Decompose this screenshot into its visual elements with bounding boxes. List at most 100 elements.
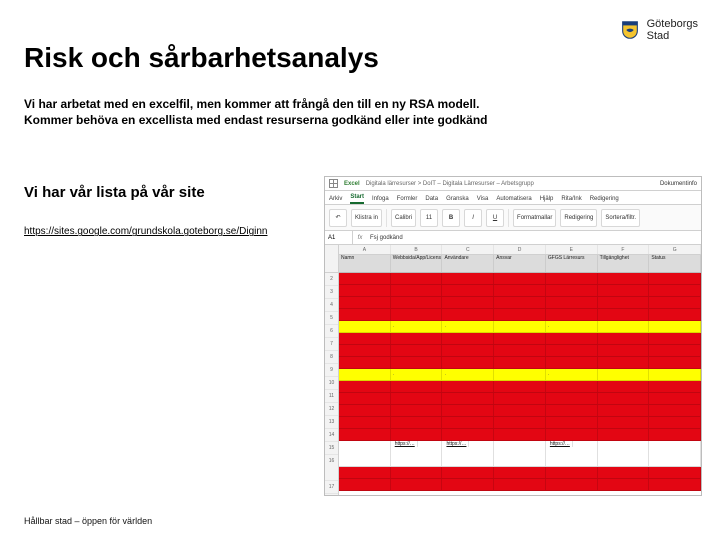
- ribbon-tab[interactable]: Redigering: [590, 196, 619, 204]
- cell[interactable]: [442, 479, 494, 490]
- cell[interactable]: [649, 417, 701, 428]
- cell[interactable]: [391, 345, 443, 356]
- cell[interactable]: [494, 405, 546, 416]
- col-letter[interactable]: C: [442, 245, 494, 254]
- cell[interactable]: [339, 381, 391, 392]
- row-number[interactable]: 16: [325, 455, 338, 481]
- cell[interactable]: [494, 417, 546, 428]
- cell[interactable]: [494, 297, 546, 308]
- cell[interactable]: [546, 297, 598, 308]
- cell[interactable]: [598, 429, 650, 440]
- cell[interactable]: [339, 441, 391, 466]
- cell[interactable]: [442, 297, 494, 308]
- cell[interactable]: [494, 273, 546, 284]
- cell[interactable]: [339, 285, 391, 296]
- cell[interactable]: [598, 333, 650, 344]
- cell[interactable]: [598, 285, 650, 296]
- cell[interactable]: [598, 393, 650, 404]
- cell[interactable]: [598, 309, 650, 320]
- cell[interactable]: [494, 381, 546, 392]
- cell[interactable]: [649, 393, 701, 404]
- sort-button[interactable]: Sortera/filtr.: [601, 209, 640, 227]
- cell[interactable]: [649, 441, 701, 466]
- cell[interactable]: [494, 357, 546, 368]
- cell[interactable]: [339, 333, 391, 344]
- cell[interactable]: [494, 285, 546, 296]
- cell[interactable]: [391, 405, 443, 416]
- cell[interactable]: [546, 273, 598, 284]
- ribbon-tab[interactable]: Data: [425, 196, 438, 204]
- cell[interactable]: ·: [442, 369, 494, 380]
- cell[interactable]: [391, 333, 443, 344]
- col-letter[interactable]: D: [494, 245, 546, 254]
- cell[interactable]: [442, 381, 494, 392]
- cell[interactable]: [442, 273, 494, 284]
- cell[interactable]: [391, 357, 443, 368]
- ribbon-tab[interactable]: Infoga: [372, 196, 389, 204]
- ribbon-tab[interactable]: Hjälp: [540, 196, 554, 204]
- cell[interactable]: [339, 297, 391, 308]
- ribbon-tab[interactable]: Start: [350, 194, 364, 204]
- cell[interactable]: [649, 479, 701, 490]
- cell[interactable]: [339, 309, 391, 320]
- cell[interactable]: [598, 467, 650, 478]
- cell[interactable]: ·: [391, 369, 443, 380]
- cell[interactable]: [546, 345, 598, 356]
- cell[interactable]: [598, 369, 650, 380]
- cell[interactable]: [391, 479, 443, 490]
- cell[interactable]: [649, 405, 701, 416]
- row-number[interactable]: 3: [325, 286, 338, 299]
- cell[interactable]: [442, 393, 494, 404]
- cell[interactable]: [391, 393, 443, 404]
- cell[interactable]: [546, 479, 598, 490]
- cell[interactable]: [598, 381, 650, 392]
- ribbon-tab[interactable]: Formler: [397, 196, 418, 204]
- cell[interactable]: [598, 479, 650, 490]
- row-number[interactable]: 10: [325, 377, 338, 390]
- cell[interactable]: https://…: [546, 441, 598, 466]
- font-select[interactable]: Calibri: [391, 209, 416, 227]
- cell[interactable]: [339, 393, 391, 404]
- underline-button[interactable]: U: [486, 209, 504, 227]
- row-number[interactable]: 4: [325, 299, 338, 312]
- undo-button[interactable]: ↶: [329, 209, 347, 227]
- cell[interactable]: [546, 405, 598, 416]
- cell[interactable]: [649, 467, 701, 478]
- cell[interactable]: https://…: [391, 441, 443, 466]
- cell[interactable]: [391, 309, 443, 320]
- cell[interactable]: [442, 467, 494, 478]
- cell[interactable]: [442, 357, 494, 368]
- cell[interactable]: [598, 297, 650, 308]
- cell[interactable]: [339, 405, 391, 416]
- row-number[interactable]: 7: [325, 338, 338, 351]
- cell[interactable]: [442, 333, 494, 344]
- ribbon-tab[interactable]: Automatisera: [496, 196, 531, 204]
- styles-button[interactable]: Formatmallar: [513, 209, 556, 227]
- cell[interactable]: [494, 441, 546, 466]
- cell[interactable]: [598, 357, 650, 368]
- cell[interactable]: [598, 441, 650, 466]
- cell[interactable]: [391, 429, 443, 440]
- col-letter[interactable]: E: [546, 245, 598, 254]
- col-letter[interactable]: G: [649, 245, 701, 254]
- cell[interactable]: [339, 345, 391, 356]
- cell[interactable]: [391, 285, 443, 296]
- cell[interactable]: ·: [391, 321, 443, 332]
- ribbon-tab[interactable]: Visa: [477, 196, 489, 204]
- cell[interactable]: [649, 429, 701, 440]
- name-box[interactable]: A1: [325, 231, 353, 244]
- cell[interactable]: [391, 417, 443, 428]
- cell[interactable]: [494, 393, 546, 404]
- row-number[interactable]: 15: [325, 442, 338, 455]
- paste-button[interactable]: Klistra in: [351, 209, 382, 227]
- cell[interactable]: [391, 467, 443, 478]
- cell[interactable]: [442, 405, 494, 416]
- cell[interactable]: [391, 381, 443, 392]
- cell[interactable]: [339, 479, 391, 490]
- row-number[interactable]: 6: [325, 325, 338, 338]
- edit-button[interactable]: Redigering: [560, 209, 597, 227]
- cell[interactable]: [494, 333, 546, 344]
- row-number[interactable]: 8: [325, 351, 338, 364]
- row-number[interactable]: 9: [325, 364, 338, 377]
- cell[interactable]: [391, 273, 443, 284]
